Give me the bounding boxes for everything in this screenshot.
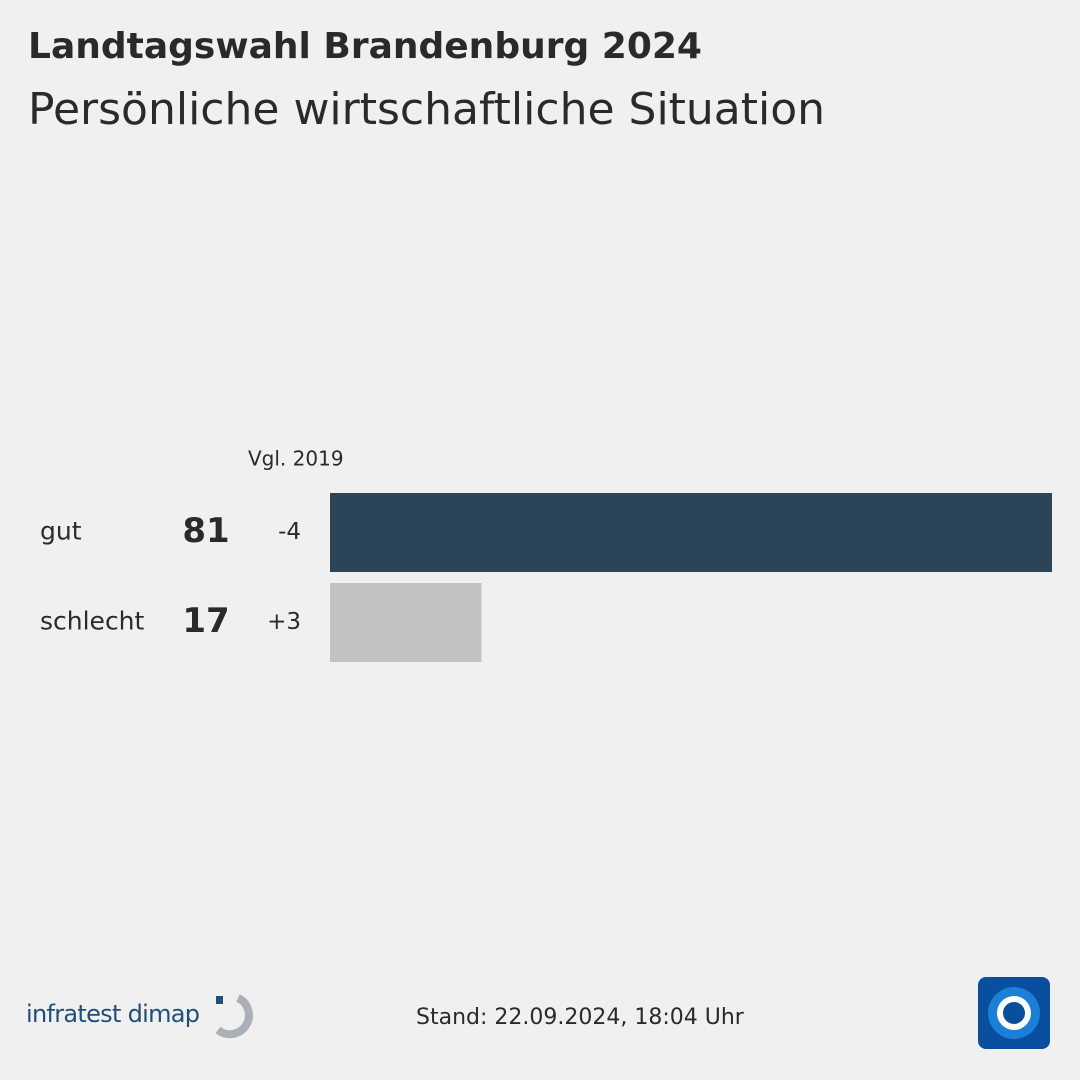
- comparison-header: Vgl. 2019: [248, 447, 344, 471]
- category-label: gut: [40, 517, 82, 546]
- bar: [330, 493, 1052, 572]
- source-logo-text: infratest dimap: [26, 1000, 200, 1028]
- timestamp: Stand: 22.09.2024, 18:04 Uhr: [416, 1005, 745, 1030]
- change-label: +3: [267, 609, 301, 635]
- chart-subtitle: Persönliche wirtschaftliche Situation: [28, 84, 825, 135]
- category-label: schlecht: [40, 607, 145, 636]
- change-label: -4: [278, 519, 301, 545]
- value-label: 17: [182, 601, 229, 641]
- broadcaster-logo: [978, 977, 1050, 1049]
- bar: [330, 583, 482, 662]
- source-logo-icon: [215, 994, 253, 1039]
- chart-title: Landtagswahl Brandenburg 2024: [28, 26, 702, 67]
- value-label: 81: [182, 511, 229, 551]
